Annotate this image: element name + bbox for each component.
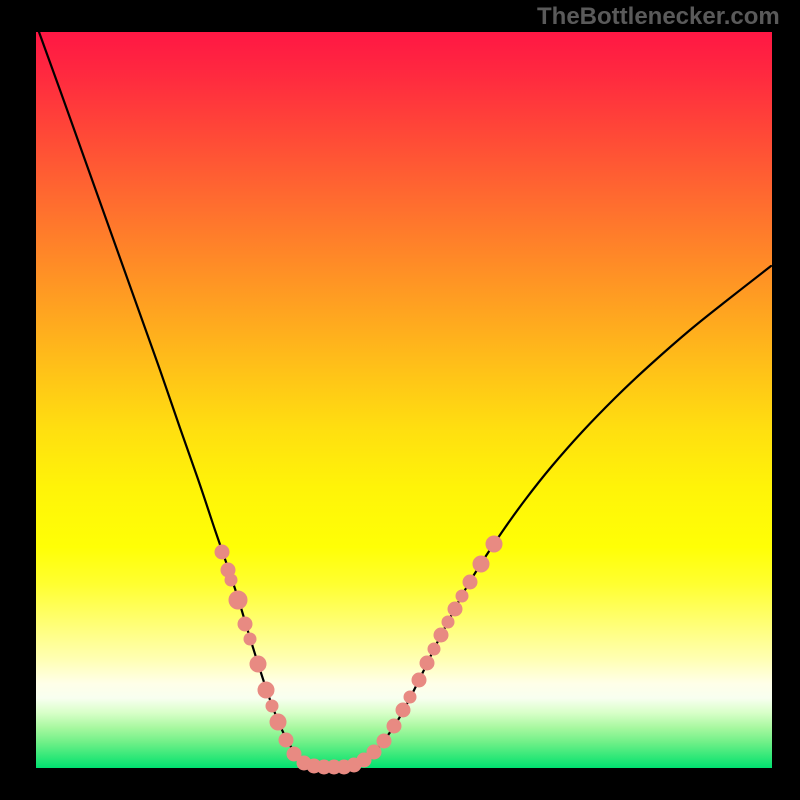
bottleneck-curve — [39, 32, 771, 767]
data-marker — [387, 719, 401, 733]
data-marker — [229, 591, 247, 609]
chart-container: TheBottlenecker.com — [0, 0, 800, 800]
data-marker — [266, 700, 278, 712]
data-marker — [215, 545, 229, 559]
data-marker — [270, 714, 286, 730]
data-marker — [258, 682, 274, 698]
data-marker — [434, 628, 448, 642]
data-marker — [377, 734, 391, 748]
watermark-text: TheBottlenecker.com — [537, 3, 780, 31]
data-marker — [412, 673, 426, 687]
data-marker — [367, 745, 381, 759]
data-marker — [250, 656, 266, 672]
data-marker — [463, 575, 477, 589]
data-marker — [428, 643, 440, 655]
data-marker — [225, 574, 237, 586]
chart-svg — [0, 0, 800, 800]
data-marker — [244, 633, 256, 645]
data-marker — [448, 602, 462, 616]
data-marker — [404, 691, 416, 703]
data-marker — [456, 590, 468, 602]
data-marker — [420, 656, 434, 670]
data-marker — [279, 733, 293, 747]
data-marker — [486, 536, 502, 552]
data-marker — [238, 617, 252, 631]
data-marker — [442, 616, 454, 628]
data-marker — [396, 703, 410, 717]
data-marker — [473, 556, 489, 572]
